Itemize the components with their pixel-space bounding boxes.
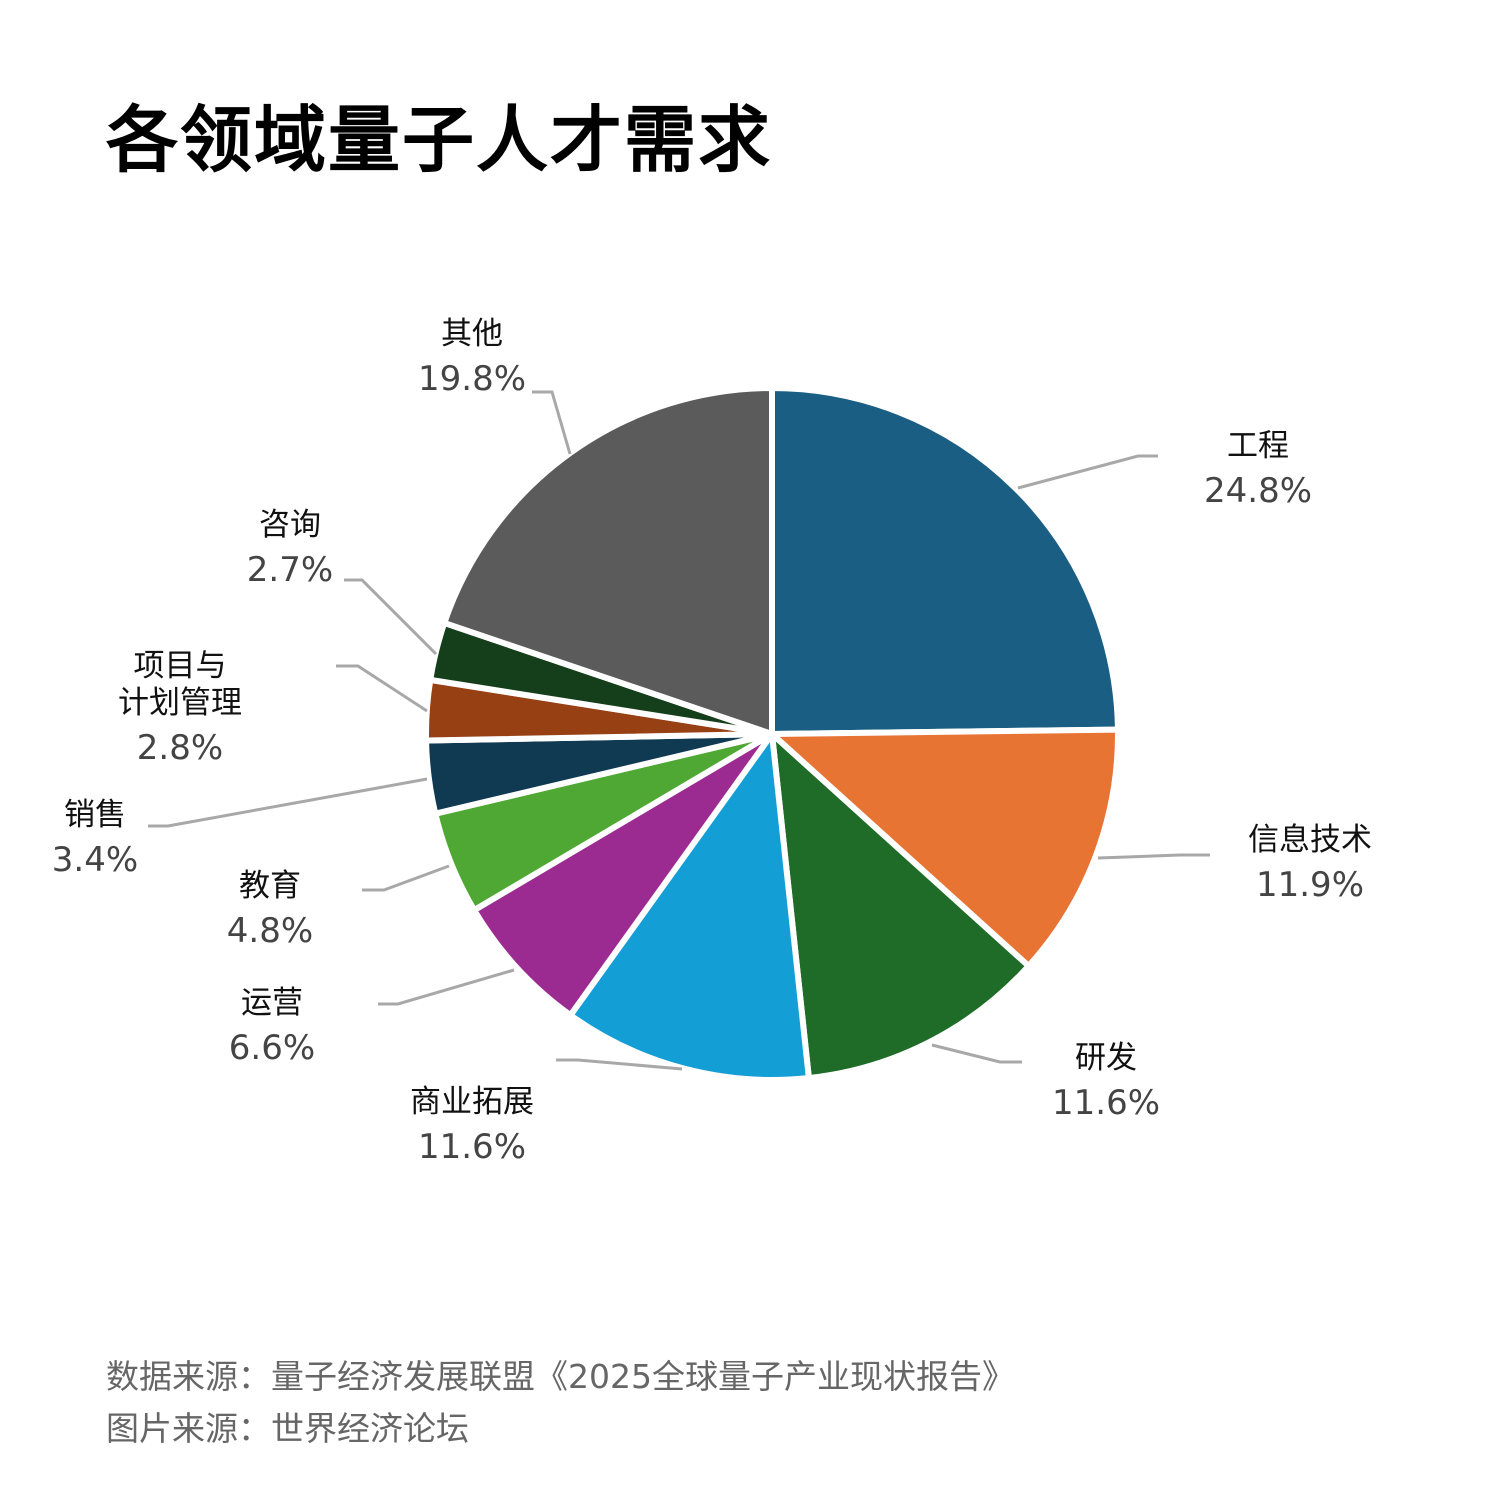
slice-label: 商业拓展 11.6% bbox=[410, 1084, 534, 1168]
leader-line bbox=[532, 390, 572, 455]
leader-line bbox=[344, 578, 438, 656]
slice-label: 教育 4.8% bbox=[227, 868, 313, 952]
leader-line bbox=[336, 664, 428, 713]
chart-title: 各领域量子人才需求 bbox=[106, 98, 773, 182]
slice-label: 其他 19.8% bbox=[418, 316, 526, 400]
slice-label-name: 教育 bbox=[238, 868, 301, 904]
slice-label-percent: 11.9% bbox=[1255, 865, 1364, 906]
leader-line bbox=[556, 1058, 683, 1071]
leader-line bbox=[931, 1043, 1022, 1064]
leader-line bbox=[148, 777, 428, 828]
slice-label-percent: 11.6% bbox=[1051, 1083, 1161, 1124]
slice-label-name: 工程 bbox=[1226, 428, 1289, 464]
slice-label: 信息技术 11.9% bbox=[1248, 822, 1372, 906]
leader-line bbox=[362, 864, 450, 892]
slice-label-percent: 4.8% bbox=[226, 911, 314, 952]
data-source-note: 数据来源：量子经济发展联盟《2025全球量子产业现状报告》 bbox=[106, 1357, 1015, 1396]
slice-label-percent: 2.7% bbox=[246, 550, 334, 591]
leader-line bbox=[1097, 853, 1210, 860]
slice-label-name: 其他 bbox=[440, 316, 503, 352]
pie-slices bbox=[423, 385, 1121, 1083]
slice-label-name: 商业拓展 bbox=[410, 1084, 534, 1120]
pie-slice bbox=[769, 731, 1032, 1082]
slice-label-name: 信息技术 bbox=[1248, 822, 1372, 858]
slice-label: 研发 11.6% bbox=[1052, 1040, 1160, 1124]
slice-label-name: 项目与 计划管理 bbox=[118, 648, 242, 722]
pie-slice bbox=[769, 726, 1121, 970]
slice-label: 咨询 2.7% bbox=[247, 507, 333, 591]
slice-label: 运营 6.6% bbox=[229, 985, 315, 1069]
slice-label-percent: 3.4% bbox=[51, 840, 139, 881]
leader-line bbox=[1017, 454, 1158, 490]
leader-lines bbox=[148, 390, 1210, 1071]
slice-label: 工程 24.8% bbox=[1204, 428, 1312, 512]
slice-label: 项目与 计划管理 2.8% bbox=[118, 648, 242, 769]
slice-label-percent: 19.8% bbox=[417, 359, 527, 400]
slice-label-name: 咨询 bbox=[258, 507, 321, 543]
image-source-note: 图片来源：世界经济论坛 bbox=[106, 1409, 469, 1448]
pie-slice bbox=[567, 731, 812, 1083]
pie-slice bbox=[769, 385, 1121, 737]
slice-label-name: 研发 bbox=[1074, 1040, 1137, 1076]
slice-label: 销售 3.4% bbox=[52, 797, 138, 881]
slice-label-name: 运营 bbox=[240, 985, 303, 1021]
slice-label-percent: 11.6% bbox=[417, 1127, 526, 1168]
slice-label-percent: 24.8% bbox=[1203, 471, 1313, 512]
pie-slice bbox=[471, 731, 775, 1019]
leader-line bbox=[378, 968, 515, 1006]
slice-label-name: 销售 bbox=[63, 797, 126, 833]
slice-label-percent: 2.8% bbox=[136, 728, 224, 769]
slice-label-percent: 6.6% bbox=[228, 1028, 316, 1069]
